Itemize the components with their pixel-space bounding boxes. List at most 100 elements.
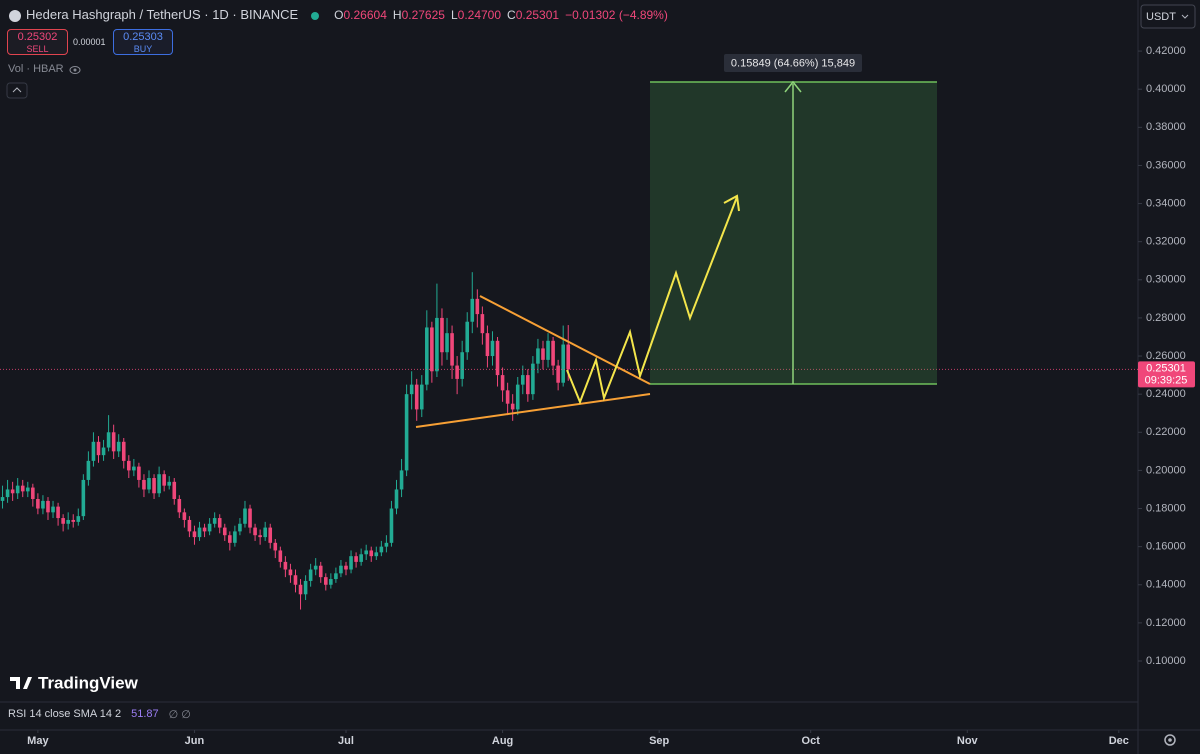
candle-body [5, 489, 10, 498]
candle-body [258, 535, 262, 538]
candle-body [61, 518, 65, 524]
volume-label: Vol · HBAR [8, 63, 64, 75]
candle-body [430, 327, 434, 372]
candle-body [101, 447, 106, 456]
visibility-icon-dot[interactable] [73, 68, 77, 72]
visibility-icon[interactable] [69, 66, 81, 74]
candle-body [313, 565, 318, 570]
candle-body [419, 384, 424, 410]
sell-price[interactable]: 0.25302 [17, 31, 58, 43]
candle-body [157, 474, 161, 494]
candle-body [172, 481, 177, 499]
y-tick-label: 0.24000 [1146, 388, 1186, 400]
projection-arrowhead [723, 194, 740, 212]
triangle-lower [415, 393, 651, 428]
currency-box[interactable] [1140, 4, 1196, 29]
symbol-title: Hedera Hashgraph / TetherUS · 1D · BINAN… [26, 7, 299, 22]
candle-body [354, 556, 358, 562]
candle-body [470, 298, 475, 322]
candle-body [303, 580, 308, 595]
buy-button[interactable]: 0.25303 BUY [113, 29, 173, 55]
measure-arrowhead [784, 80, 802, 93]
ohlc-key: H [392, 7, 402, 22]
candle-body [480, 314, 485, 334]
candle-body [561, 344, 565, 383]
y-tick-label: 0.22000 [1146, 426, 1186, 438]
candle-body [152, 478, 156, 494]
candle-body [51, 506, 55, 513]
candle-body [66, 519, 70, 524]
buy-label[interactable]: BUY [133, 44, 153, 54]
buy-price[interactable]: 0.25303 [123, 31, 163, 43]
candle-body [273, 542, 278, 551]
ohlc-item: O0.26604 [334, 8, 387, 22]
candle-body [46, 500, 50, 513]
measure-box [724, 54, 862, 72]
x-tick-label: Nov [957, 735, 979, 747]
candle-body [248, 508, 252, 528]
candle-body [192, 531, 197, 538]
candle-body [323, 577, 328, 585]
sell-button[interactable]: 0.25302 SELL [7, 29, 68, 55]
candle-body [212, 518, 217, 524]
y-tick-label: 0.36000 [1146, 159, 1186, 171]
settings-icon-dot[interactable] [1168, 738, 1172, 742]
plot: 0.10000 0.12000 0.14000 0.16000 0.18000 0.200… [0, 45, 1186, 747]
candle-body [485, 333, 490, 357]
candle-body [116, 441, 121, 452]
candle-body [526, 375, 530, 395]
measure-label: 0.15849 (64.66%) 15,849 [731, 57, 855, 69]
candle-body [409, 384, 414, 395]
y-tick-label: 0.18000 [1146, 502, 1186, 514]
collapse-button[interactable] [6, 82, 28, 99]
x-tick-label: Jul [338, 735, 354, 747]
settings-icon[interactable] [1164, 734, 1176, 746]
market-status [311, 12, 319, 20]
candle-body [41, 500, 45, 509]
y-tick-label: 0.32000 [1146, 236, 1186, 248]
sell-label[interactable]: SELL [26, 44, 49, 54]
rsi-legend: RSI 14 close SMA 14 2 51.87 ∅ ∅ [8, 708, 191, 721]
ohlc-legend: O0.26604 H0.27625 L0.24700 C0.25301 [334, 8, 559, 22]
candle-body [515, 384, 520, 410]
brand: TradingView [38, 673, 139, 692]
y-tick-label: 0.34000 [1146, 197, 1186, 209]
candle-body [334, 573, 338, 580]
ohlc-item: L0.24700 [451, 8, 501, 22]
candle-body [364, 550, 369, 555]
candle-body [36, 498, 40, 509]
ohlc-item: C0.25301 [507, 8, 559, 22]
candle-body [20, 485, 25, 492]
x-tick-label: Jun [185, 735, 205, 747]
candle-body [460, 352, 464, 379]
candle-body [288, 569, 293, 576]
collapse-caret[interactable] [12, 87, 22, 93]
candle-body [318, 565, 323, 578]
ohlc-value: 0.24700 [457, 7, 502, 22]
change: −0.01302 (−4.89%) [565, 7, 668, 22]
candle-body [414, 384, 419, 410]
x-tick-label: Sep [649, 735, 669, 747]
last-price-label: 0.25301 [1146, 362, 1186, 374]
candle-body [495, 340, 500, 376]
candle-body [91, 441, 96, 461]
x-tick-label: Oct [802, 735, 821, 747]
last-price-box [1138, 361, 1195, 388]
candle-body [551, 340, 555, 366]
y-tick-label: 0.12000 [1146, 617, 1186, 629]
ohlc-value: 0.25301 [515, 7, 560, 22]
ohlc-value: 0.26604 [343, 7, 387, 22]
candle-body [298, 584, 303, 595]
candle-body [536, 348, 540, 364]
candle-body [369, 550, 374, 557]
candle-body [520, 375, 525, 385]
candle-body [339, 565, 343, 574]
candle-body [238, 523, 242, 532]
currency-caret[interactable] [1181, 14, 1189, 19]
currency[interactable]: USDT [1146, 11, 1176, 23]
candle-body [253, 527, 257, 536]
candle-body [177, 498, 182, 513]
spread: 0.00001 [73, 37, 106, 47]
symbol-icon [9, 10, 21, 22]
